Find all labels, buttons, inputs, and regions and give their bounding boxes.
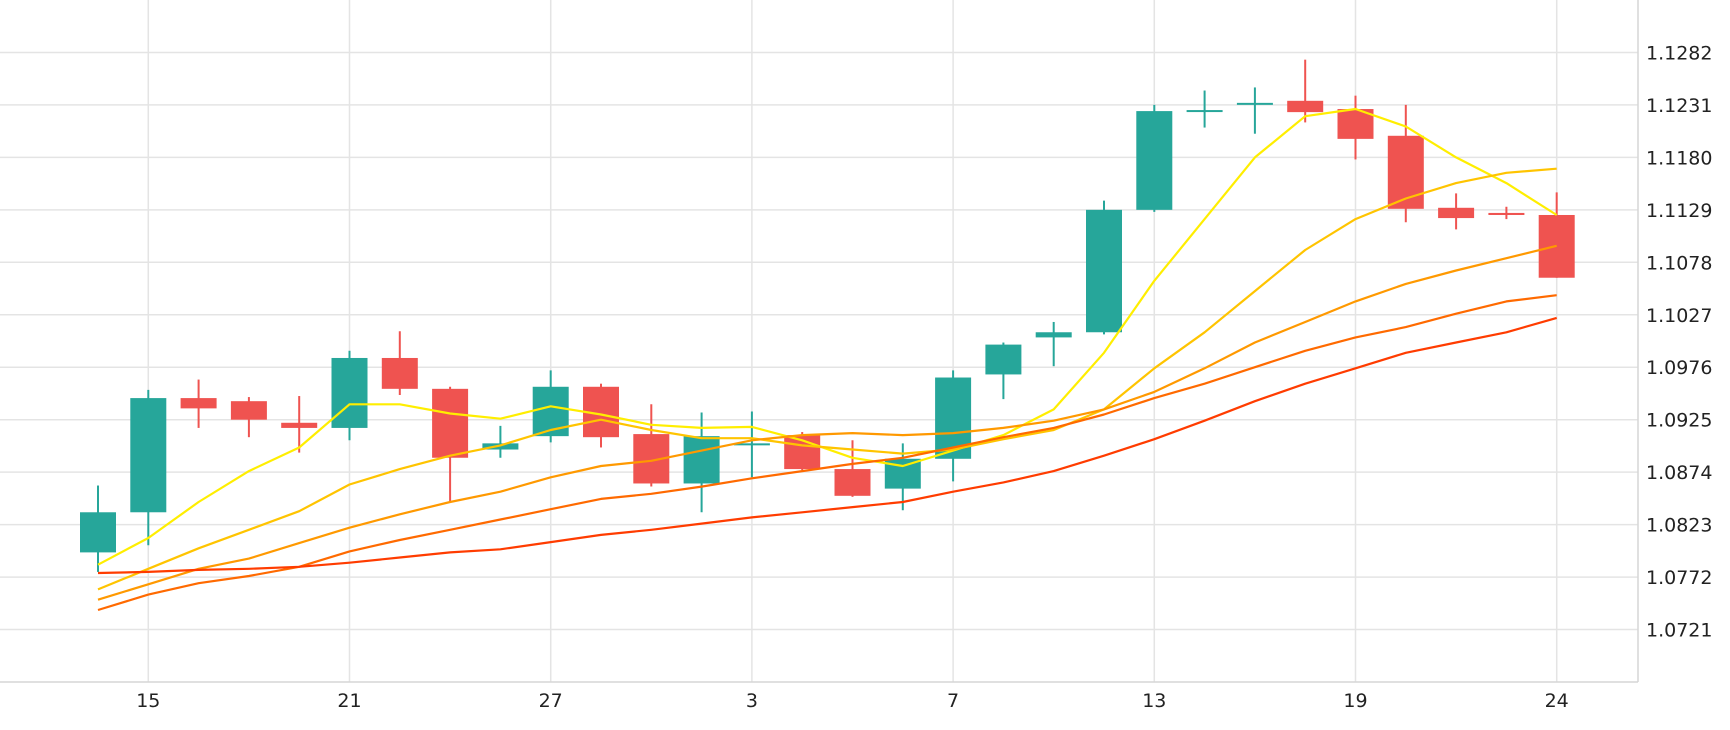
candle-body <box>834 469 871 496</box>
candle-up <box>130 389 167 546</box>
candle-body <box>1186 110 1223 113</box>
candle-body <box>281 422 318 428</box>
candle-body <box>1488 212 1525 215</box>
x-tick-label: 24 <box>1545 690 1569 712</box>
candle-down <box>834 440 871 497</box>
y-tick-label: 1.1231 <box>1646 95 1712 117</box>
y-tick-label: 1.0976 <box>1646 357 1712 379</box>
candle-body <box>733 443 770 446</box>
moving-average-line-4 <box>97 294 1557 612</box>
candle-down <box>381 331 418 396</box>
y-tick-label: 1.0772 <box>1646 567 1712 589</box>
y-tick-label: 1.1129 <box>1646 200 1712 222</box>
x-tick-label: 3 <box>746 690 758 712</box>
candle-down <box>1538 192 1575 278</box>
moving-average-line-5 <box>97 316 1558 575</box>
candle-down <box>281 396 318 453</box>
horizontal-gridlines <box>0 51 1638 631</box>
y-tick-label: 1.0721 <box>1646 620 1712 642</box>
candle-body <box>1236 102 1273 105</box>
candle-body <box>1387 135 1424 209</box>
candle-down <box>1488 206 1525 220</box>
candles <box>80 59 1575 572</box>
candle-up <box>1035 321 1072 367</box>
candle-up <box>1186 90 1223 128</box>
candle-body <box>985 344 1022 375</box>
candle-down <box>1287 59 1324 123</box>
candle-body <box>381 357 418 389</box>
candle-body <box>230 401 267 420</box>
moving-average-line-3 <box>97 244 1557 601</box>
moving-average-line-1 <box>97 107 1558 566</box>
candle-up <box>1086 200 1122 335</box>
candle-body <box>331 357 368 428</box>
candle-up <box>80 485 116 572</box>
axis-lines <box>0 0 1639 683</box>
candle-down <box>230 397 267 438</box>
candle-body <box>80 512 116 553</box>
candle-body <box>1035 332 1072 338</box>
candle-body <box>1136 111 1173 210</box>
x-tick-label: 13 <box>1142 690 1166 712</box>
candle-body <box>532 386 569 437</box>
y-tick-label: 1.0823 <box>1646 515 1712 537</box>
candle-body <box>130 398 167 513</box>
y-axis-tick-labels: 1.1282 1.1231 1.1180 1.1129 1.1078 1.1027 1.09… <box>1646 42 1712 641</box>
candle-up <box>1236 87 1273 134</box>
candle-up <box>331 350 368 441</box>
candle-body <box>1438 207 1475 219</box>
candle-body <box>1086 209 1122 333</box>
x-tick-label: 15 <box>136 690 160 712</box>
candle-body <box>683 436 720 484</box>
y-tick-label: 1.1078 <box>1646 252 1712 274</box>
candle-down <box>432 386 469 502</box>
x-axis-tick-labels: 15 21 27 3 7 13 19 24 <box>136 690 1569 712</box>
candle-down <box>1387 104 1424 223</box>
moving-average-lines <box>97 107 1558 612</box>
x-tick-label: 19 <box>1343 690 1367 712</box>
candle-down <box>180 379 217 428</box>
candle-down <box>633 404 670 487</box>
candle-body <box>180 398 217 409</box>
y-tick-label: 1.0925 <box>1646 410 1712 432</box>
candle-down <box>1438 193 1475 230</box>
x-tick-label: 27 <box>539 690 563 712</box>
candle-up <box>1136 104 1173 212</box>
moving-average-line-2 <box>97 167 1557 591</box>
x-tick-label: 21 <box>337 690 361 712</box>
y-tick-label: 1.1027 <box>1646 305 1712 327</box>
candle-up <box>935 370 972 482</box>
candle-up <box>683 412 720 513</box>
candle-up <box>985 342 1022 400</box>
candle-body <box>432 388 469 458</box>
y-tick-label: 1.1282 <box>1646 42 1712 64</box>
y-tick-label: 1.1180 <box>1646 147 1712 169</box>
candle-body <box>1287 100 1324 113</box>
x-tick-label: 7 <box>947 690 959 712</box>
y-tick-label: 1.0874 <box>1646 462 1712 484</box>
candle-up <box>733 411 770 478</box>
